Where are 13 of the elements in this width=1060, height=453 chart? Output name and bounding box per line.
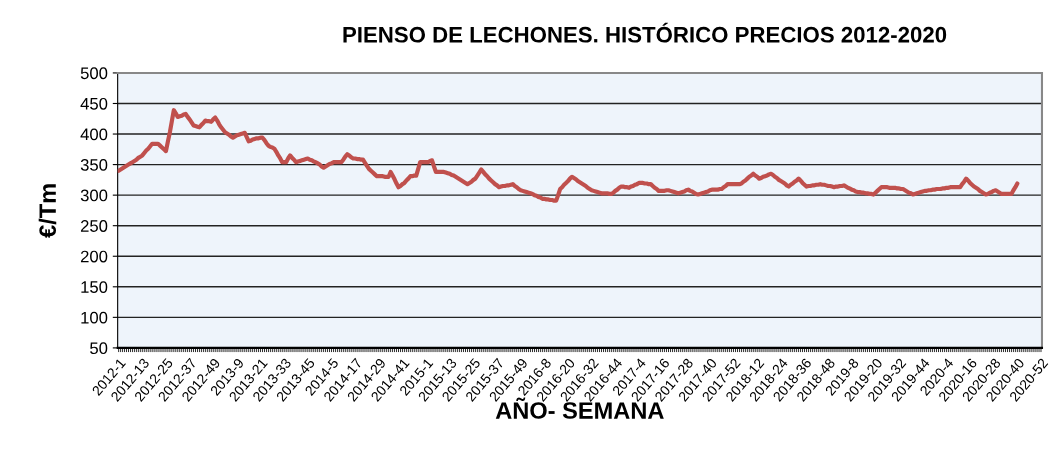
y-tick-label: 300 <box>80 189 108 202</box>
chart-title: PIENSO DE LECHONES. HISTÓRICO PRECIOS 2012-2020 <box>343 22 947 43</box>
line-series <box>117 108 1020 203</box>
y-tick-label: 200 <box>80 250 108 263</box>
y-tick-label: 250 <box>80 220 108 232</box>
y-tick-label: 450 <box>80 97 108 110</box>
y-tick-label: 350 <box>80 158 108 171</box>
y-tick-label: 100 <box>81 311 108 324</box>
y-axis-title: €/Tm <box>38 184 57 238</box>
y-tick-label: 150 <box>81 281 108 293</box>
y-tick-label: 400 <box>80 128 108 141</box>
y-tick-label: 500 <box>80 67 108 80</box>
y-tick-label: 50 <box>90 342 108 355</box>
